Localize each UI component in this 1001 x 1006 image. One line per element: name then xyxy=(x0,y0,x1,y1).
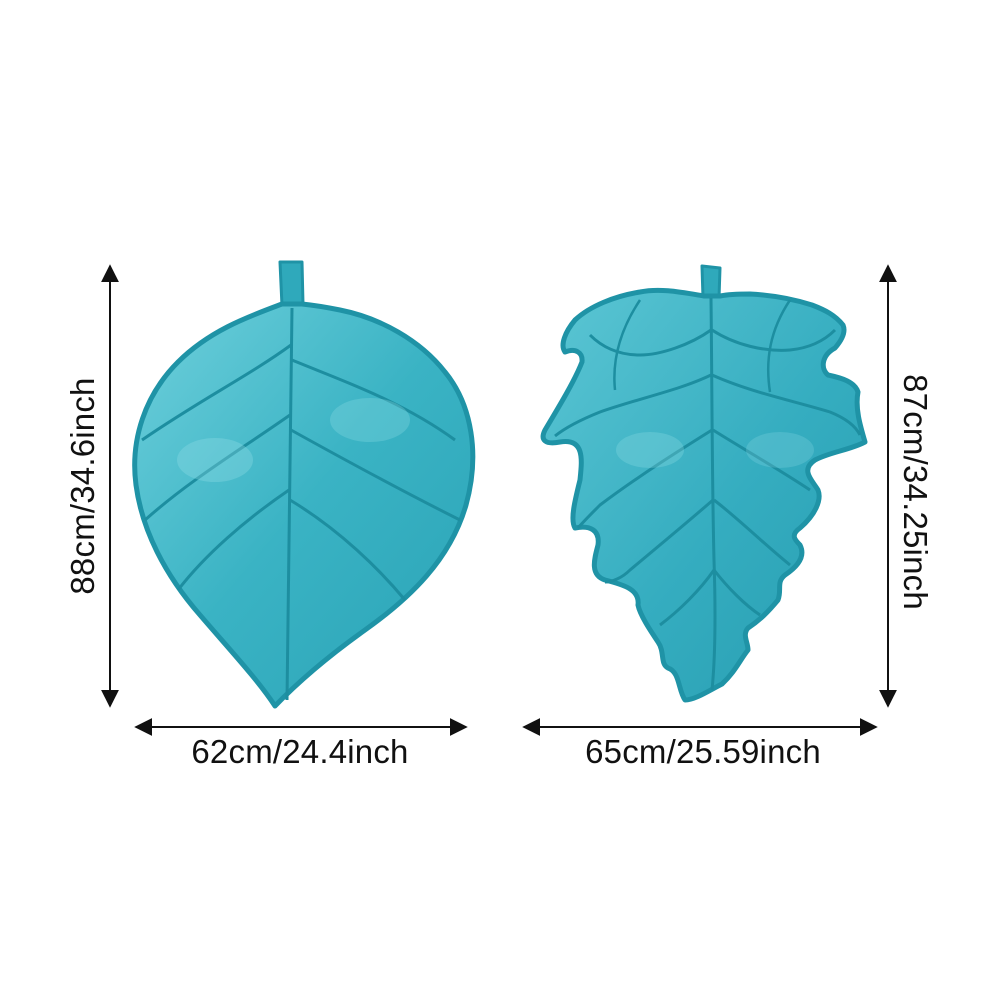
left-leaf-mat xyxy=(132,260,476,709)
right-leaf-mat xyxy=(540,264,868,703)
left-width-label: 62cm/24.4inch xyxy=(191,733,409,770)
right-width-label: 65cm/25.59inch xyxy=(585,733,821,770)
right-height-label: 87cm/34.25inch xyxy=(897,374,934,610)
left-height-label: 88cm/34.6inch xyxy=(64,377,101,595)
